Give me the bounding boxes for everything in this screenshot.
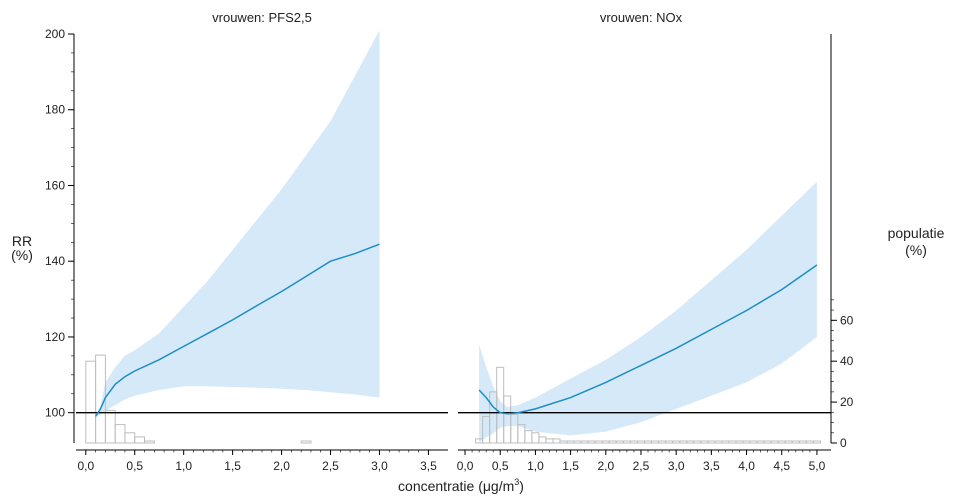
x-tick-label-1-1: 0,5	[492, 459, 509, 473]
histogram-bar-0-7	[300, 440, 312, 444]
histogram-bar-1-36	[728, 440, 737, 444]
histogram-bar-1-45	[791, 440, 800, 444]
y-tick-label-3: 160	[45, 178, 65, 192]
y-tick-label-5: 200	[45, 27, 65, 41]
x-tick-label-1-7: 3,5	[703, 459, 720, 473]
x-tick-label-0-7: 3,5	[420, 459, 437, 473]
histogram-bar-1-47	[805, 440, 814, 444]
histogram-bar-0-3	[114, 424, 126, 444]
histogram-bar-1-7	[524, 430, 533, 444]
histogram-bar-1-15	[580, 440, 589, 444]
confidence-band-1-0	[479, 181, 817, 443]
x-axis-title-suffix: )	[519, 478, 524, 494]
histogram-bar-1-19	[608, 440, 617, 444]
confidence-band-0-0	[95, 30, 380, 417]
histogram-bar-0-5	[134, 436, 145, 444]
x-tick-label-0-2: 1,0	[175, 459, 192, 473]
histogram-bar-1-37	[735, 440, 744, 444]
histogram-bar-0-6	[144, 440, 155, 444]
histogram-bar-1-46	[798, 440, 807, 444]
histogram-bar-1-25	[651, 440, 659, 444]
x-tick-label-1-6: 3,0	[668, 459, 685, 473]
histogram-bar-1-31	[693, 440, 702, 444]
panels-layer	[76, 30, 831, 444]
x-tick-label-1-8: 4,0	[738, 459, 755, 473]
histogram-bar-0-0	[85, 360, 97, 444]
histogram-bar-1-33	[707, 440, 716, 444]
y2-tick-label-2: 40	[840, 354, 854, 368]
histogram-bar-1-27	[665, 440, 674, 444]
y-tick-label-0: 100	[45, 406, 65, 420]
histogram-bar-1-9	[538, 436, 547, 444]
histogram-bar-1-44	[784, 440, 793, 444]
panel-title-right: vrouwen: NOx	[600, 10, 683, 25]
x-tick-label-0-4: 2,0	[273, 459, 290, 473]
histogram-bar-1-13	[566, 440, 575, 444]
histogram-bar-1-43	[777, 440, 786, 444]
y-axis-title: RR	[12, 233, 32, 249]
histogram-bar-1-28	[672, 440, 681, 444]
histogram-bar-1-16	[587, 440, 596, 444]
histogram-bar-1-18	[601, 440, 610, 444]
x-tick-label-1-4: 2,0	[597, 459, 614, 473]
x-tick-label-1-5: 2,5	[633, 459, 650, 473]
y2-tick-label-0: 0	[840, 436, 847, 450]
histogram-bar-1-8	[531, 432, 540, 444]
histogram-bar-1-38	[742, 440, 751, 444]
histogram-bar-1-10	[545, 438, 554, 444]
series-line-1-0	[478, 264, 818, 415]
x-tick-label-1-9: 4,5	[773, 459, 790, 473]
y-axis-unit: (%)	[11, 247, 33, 263]
histogram-bar-0-4	[124, 432, 136, 444]
x-axis-title-prefix: concentratie (μg/m	[398, 478, 514, 494]
axes-layer: 0,0 0,5 1,0 1,5 2,0 2,5 3,0 3,5 0,0 0,5 1,0 1,5 2,0 2…	[45, 27, 854, 473]
y2-tick-label-3: 60	[840, 313, 854, 327]
x-tick-label-1-2: 1,0	[527, 459, 544, 473]
histogram-bar-1-17	[594, 440, 603, 444]
histogram-bar-1-22	[629, 440, 638, 444]
histogram-bar-1-26	[658, 440, 667, 444]
series-line-0-0	[94, 243, 380, 417]
y-tick-label-1: 120	[45, 330, 65, 344]
y2-axis-unit: (%)	[905, 242, 927, 258]
histogram-bar-1-14	[573, 440, 582, 444]
histogram-bar-1-39	[749, 440, 758, 444]
histogram-bar-1-20	[615, 440, 624, 444]
y-tick-label-2: 140	[45, 254, 65, 268]
histogram-bar-1-48	[812, 440, 821, 444]
x-tick-label-0-3: 1,5	[224, 459, 241, 473]
histogram-bar-1-29	[679, 440, 688, 444]
histogram-bar-1-12	[559, 440, 568, 444]
histogram-bar-1-42	[770, 440, 779, 444]
histogram-bar-1-30	[686, 440, 695, 444]
histogram-bar-1-41	[763, 440, 772, 444]
y2-axis-title: populatie	[888, 225, 945, 241]
x-tick-label-0-5: 2,5	[322, 459, 339, 473]
histogram-bar-1-23	[637, 440, 645, 444]
histogram-bar-1-40	[756, 440, 765, 444]
y-tick-label-4: 180	[45, 103, 65, 117]
x-tick-label-0-6: 3,0	[371, 459, 388, 473]
histogram-bar-1-35	[721, 440, 730, 444]
histogram-bar-1-34	[714, 440, 723, 444]
x-axis-title: concentratie (μg/m3)	[398, 477, 524, 494]
histogram-bar-0-2	[104, 409, 116, 444]
y2-tick-label-1: 20	[840, 395, 854, 409]
histogram-bar-1-24	[644, 440, 652, 444]
x-tick-label-0-1: 0,5	[126, 459, 143, 473]
x-tick-label-0-0: 0,0	[77, 459, 94, 473]
panel-title-left: vrouwen: PFS2,5	[212, 10, 312, 25]
histogram-bar-1-32	[700, 440, 709, 444]
x-tick-label-1-10: 5,0	[809, 459, 826, 473]
x-tick-label-1-3: 1,5	[562, 459, 579, 473]
histogram-bar-1-11	[552, 438, 561, 444]
histogram-bar-1-21	[622, 440, 631, 444]
x-axis-title-sup: 3	[514, 477, 519, 487]
x-tick-label-1-0: 0,0	[457, 459, 474, 473]
